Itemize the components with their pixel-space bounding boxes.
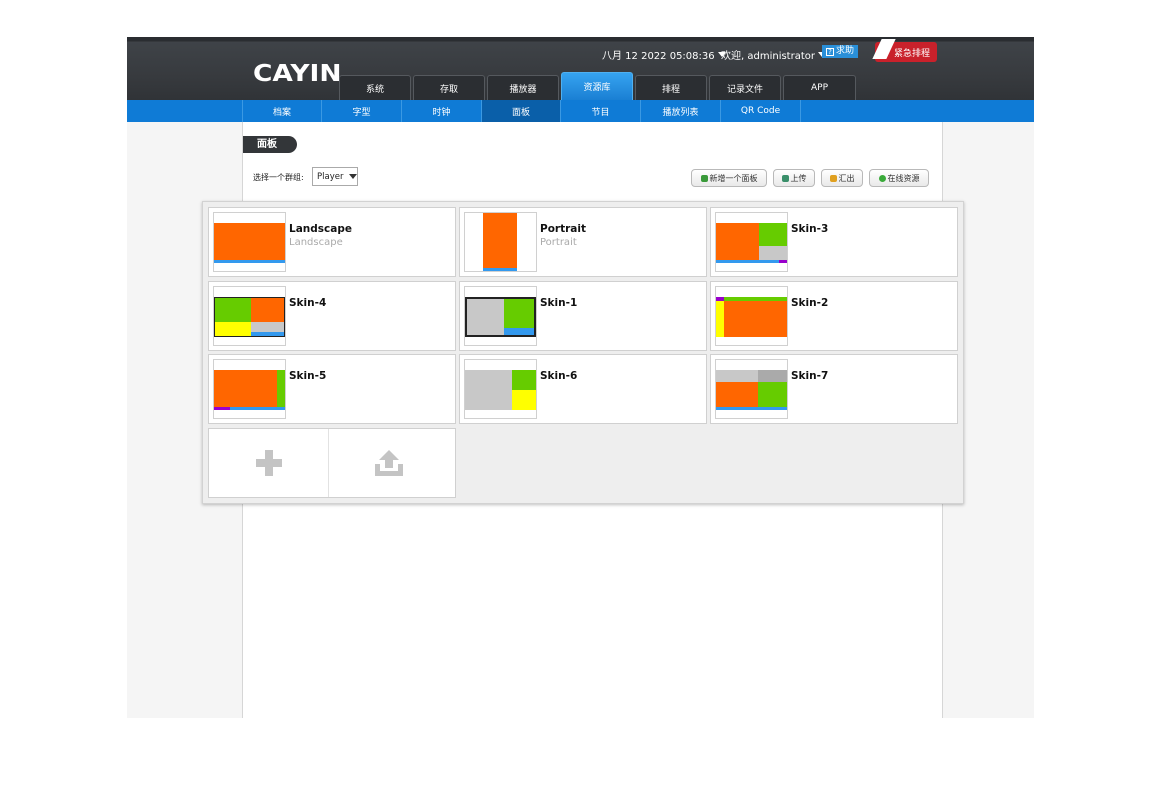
tab-logs[interactable]: 记录文件: [709, 75, 781, 100]
help-label: 求助: [836, 46, 855, 56]
subtab-playlist[interactable]: 播放列表: [641, 100, 721, 122]
welcome-text: 欢迎, administrator: [721, 51, 815, 62]
upload-label: 上传: [790, 173, 807, 183]
tab-player[interactable]: 播放器: [487, 75, 559, 100]
skin-card-landscape[interactable]: Landscape Landscape: [208, 207, 456, 277]
export-button[interactable]: 汇出: [821, 169, 863, 187]
skin-subtitle: Portrait: [540, 237, 577, 248]
question-icon: ?: [826, 47, 834, 56]
upload-icon: [374, 450, 403, 476]
plus-icon: [700, 174, 708, 182]
add-skin-button[interactable]: [209, 429, 328, 497]
upload-button[interactable]: 上传: [773, 169, 815, 187]
plus-icon: [255, 450, 282, 476]
user-menu[interactable]: 欢迎, administrator: [721, 47, 826, 62]
globe-icon: [878, 174, 886, 182]
emergency-label: 紧急排程: [893, 48, 930, 59]
tab-system[interactable]: 系统: [339, 75, 411, 100]
flag-icon: [872, 39, 896, 59]
online-resources-button[interactable]: 在线资源: [869, 169, 929, 187]
skin-card-portrait[interactable]: Portrait Portrait: [459, 207, 707, 277]
skin-thumbnail: [213, 359, 286, 419]
skin-card-skin-6[interactable]: Skin-6: [459, 354, 707, 424]
tab-library[interactable]: 资源库: [561, 72, 633, 100]
sub-navigation: 档案 字型 时钟 面板 节目 播放列表 QR Code: [127, 100, 1034, 122]
datetime-text: 八月 12 2022 05:08:36: [602, 51, 715, 62]
skin-card-skin-4[interactable]: Skin-4: [208, 281, 456, 351]
divider: [328, 429, 329, 497]
subtab-qrcode[interactable]: QR Code: [721, 100, 801, 122]
skin-name: Skin-4: [289, 297, 327, 309]
group-select[interactable]: Player: [312, 167, 358, 186]
skin-name: Skin-7: [791, 370, 829, 382]
skin-name: Skin-5: [289, 370, 327, 382]
top-header: CAYIN 八月 12 2022 05:08:36 欢迎, administra…: [127, 37, 1034, 100]
skin-card-skin-7[interactable]: Skin-7: [710, 354, 958, 424]
datetime-dropdown[interactable]: 八月 12 2022 05:08:36: [602, 47, 726, 62]
subtab-panel[interactable]: 面板: [482, 100, 561, 122]
skin-thumbnail: [464, 359, 537, 419]
skin-thumbnail: [213, 212, 286, 272]
skin-thumbnail: [715, 286, 788, 346]
cayin-logo: CAYIN: [253, 61, 342, 87]
add-panel-label: 新增一个面板: [709, 173, 758, 183]
skin-thumbnail: [715, 212, 788, 272]
skin-card-skin-2[interactable]: Skin-2: [710, 281, 958, 351]
tab-schedule[interactable]: 排程: [635, 75, 707, 100]
online-resources-label: 在线资源: [887, 173, 920, 183]
skin-card-skin-1[interactable]: Skin-1: [459, 281, 707, 351]
skin-card-skin-3[interactable]: Skin-3: [710, 207, 958, 277]
group-select-value: Player: [317, 171, 344, 182]
emergency-schedule-button[interactable]: 紧急排程: [872, 39, 937, 62]
skin-name: Portrait: [540, 223, 586, 235]
skin-name: Skin-3: [791, 223, 829, 235]
skin-thumbnail: [464, 212, 537, 272]
subtab-clock[interactable]: 时钟: [402, 100, 482, 122]
skin-thumbnail: [715, 359, 788, 419]
skin-name: Skin-2: [791, 297, 829, 309]
skin-subtitle: Landscape: [289, 237, 343, 248]
skin-thumbnail: [213, 286, 286, 346]
skin-thumbnail: [464, 286, 537, 346]
tab-access[interactable]: 存取: [413, 75, 485, 100]
subtab-program[interactable]: 节目: [561, 100, 641, 122]
subtab-fonts[interactable]: 字型: [322, 100, 402, 122]
skin-name: Landscape: [289, 223, 352, 235]
skin-grid: Landscape Landscape Portrait Portrait: [202, 201, 964, 504]
app-window: CAYIN 八月 12 2022 05:08:36 欢迎, administra…: [127, 37, 1034, 718]
subtab-files[interactable]: 档案: [242, 100, 322, 122]
add-skin-card: [208, 428, 456, 498]
chevron-down-icon: [717, 52, 726, 57]
tab-app[interactable]: APP: [783, 75, 856, 100]
group-label: 选择一个群组:: [253, 173, 304, 182]
skin-card-skin-5[interactable]: Skin-5: [208, 354, 456, 424]
skin-name: Skin-6: [540, 370, 578, 382]
chevron-down-icon: [349, 174, 358, 179]
upload-skin-button[interactable]: [329, 429, 448, 497]
export-icon: [829, 174, 837, 182]
page-title: 面板: [243, 136, 297, 153]
add-panel-button[interactable]: 新增一个面板: [691, 169, 767, 187]
help-button[interactable]: ? 求助: [822, 45, 859, 58]
export-label: 汇出: [838, 173, 855, 183]
skin-name: Skin-1: [540, 297, 578, 309]
upload-icon: [781, 174, 789, 182]
